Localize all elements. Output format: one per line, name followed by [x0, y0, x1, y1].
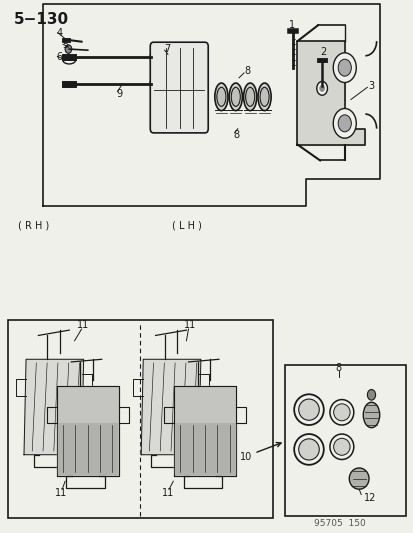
Circle shape	[150, 77, 161, 91]
Text: 11: 11	[76, 320, 89, 330]
Text: 9: 9	[116, 88, 122, 99]
Circle shape	[153, 54, 158, 60]
Text: 6: 6	[56, 52, 62, 62]
Ellipse shape	[62, 55, 76, 64]
Text: ( L H ): ( L H )	[172, 221, 202, 231]
Ellipse shape	[298, 399, 318, 420]
Circle shape	[319, 85, 324, 92]
Text: 10: 10	[239, 453, 252, 463]
FancyBboxPatch shape	[150, 42, 208, 133]
Ellipse shape	[231, 87, 240, 107]
Text: 3: 3	[367, 81, 373, 91]
Polygon shape	[57, 386, 118, 476]
Polygon shape	[297, 41, 364, 144]
Polygon shape	[174, 386, 235, 476]
Text: 12: 12	[363, 493, 375, 503]
Ellipse shape	[245, 87, 254, 107]
Text: 7: 7	[164, 44, 170, 54]
Text: 11: 11	[161, 488, 173, 498]
Text: 5: 5	[62, 40, 68, 50]
Circle shape	[366, 390, 375, 400]
Text: 11: 11	[183, 320, 195, 330]
Ellipse shape	[298, 439, 318, 460]
Text: 8: 8	[244, 67, 250, 76]
Text: 8: 8	[233, 130, 239, 140]
Text: 1: 1	[289, 20, 294, 30]
Circle shape	[337, 115, 351, 132]
Polygon shape	[175, 423, 234, 474]
Text: ( R H ): ( R H )	[18, 221, 49, 231]
Ellipse shape	[294, 394, 323, 425]
Circle shape	[316, 82, 327, 95]
Text: 5−130: 5−130	[14, 12, 69, 27]
Text: 95705  150: 95705 150	[313, 519, 365, 528]
Ellipse shape	[333, 404, 349, 421]
Ellipse shape	[259, 87, 268, 107]
Bar	[285, 365, 406, 516]
Ellipse shape	[333, 438, 349, 455]
Circle shape	[150, 50, 161, 64]
Ellipse shape	[257, 83, 271, 111]
Ellipse shape	[294, 434, 323, 465]
Text: 2: 2	[319, 47, 325, 56]
Ellipse shape	[329, 434, 353, 459]
Ellipse shape	[329, 400, 353, 425]
Ellipse shape	[349, 468, 368, 489]
Text: 11: 11	[55, 488, 67, 498]
Ellipse shape	[214, 83, 228, 111]
Ellipse shape	[229, 83, 242, 111]
Bar	[7, 319, 272, 519]
Circle shape	[332, 53, 356, 83]
Polygon shape	[141, 359, 200, 455]
Ellipse shape	[216, 87, 225, 107]
Ellipse shape	[243, 83, 256, 111]
Text: 8: 8	[335, 364, 341, 373]
Circle shape	[65, 45, 71, 53]
Text: 4: 4	[57, 28, 63, 38]
Circle shape	[332, 109, 356, 138]
Polygon shape	[58, 423, 117, 474]
Circle shape	[337, 59, 351, 76]
Polygon shape	[24, 359, 83, 455]
Ellipse shape	[362, 402, 379, 427]
